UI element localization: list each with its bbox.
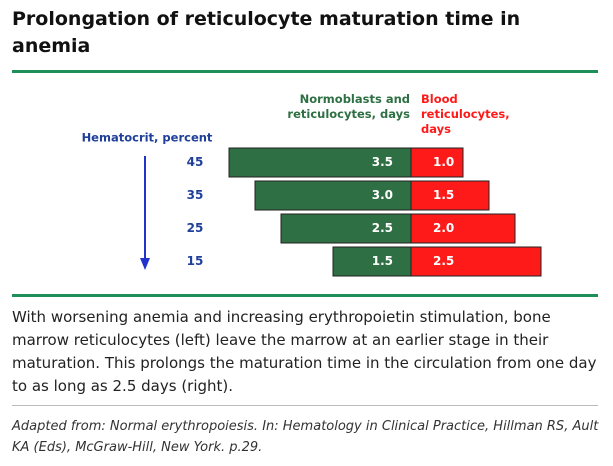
source: Adapted from: Normal erythropoiesis. In:…	[12, 419, 599, 455]
chart: Hematocrit, percent 45 3.5 1.0 35 3.0 1.5 25 2.…	[82, 131, 542, 277]
arrow-head	[140, 258, 150, 270]
legend-left: Normoblasts and reticulocytes, days	[287, 92, 410, 121]
value-label: 1.0	[433, 155, 454, 169]
category-label: 35	[187, 188, 204, 202]
caption: With worsening anemia and increasing ery…	[12, 308, 597, 395]
value-label: 3.5	[372, 155, 393, 169]
bar	[410, 246, 542, 277]
bottom-rule	[12, 294, 598, 297]
legend-right: Blood reticulocytes, days	[421, 92, 510, 136]
bar	[332, 246, 412, 277]
axis-label: Hematocrit, percent	[82, 131, 213, 145]
bar	[410, 180, 490, 211]
bar	[410, 213, 516, 244]
value-label: 1.5	[372, 254, 393, 268]
category-label: 45	[187, 155, 204, 169]
separator	[12, 405, 598, 406]
bar	[254, 180, 412, 211]
category-label: 25	[187, 221, 204, 235]
bar	[228, 147, 412, 178]
value-label: 3.0	[372, 188, 393, 202]
title: Prolongation of reticulocyte maturation …	[12, 8, 521, 57]
value-label: 2.5	[433, 254, 454, 268]
bar	[280, 213, 412, 244]
value-label: 2.0	[433, 221, 454, 235]
category-label: 15	[187, 254, 204, 268]
value-label: 2.5	[372, 221, 393, 235]
bar	[410, 147, 464, 178]
value-label: 1.5	[433, 188, 454, 202]
top-rule	[12, 70, 598, 73]
